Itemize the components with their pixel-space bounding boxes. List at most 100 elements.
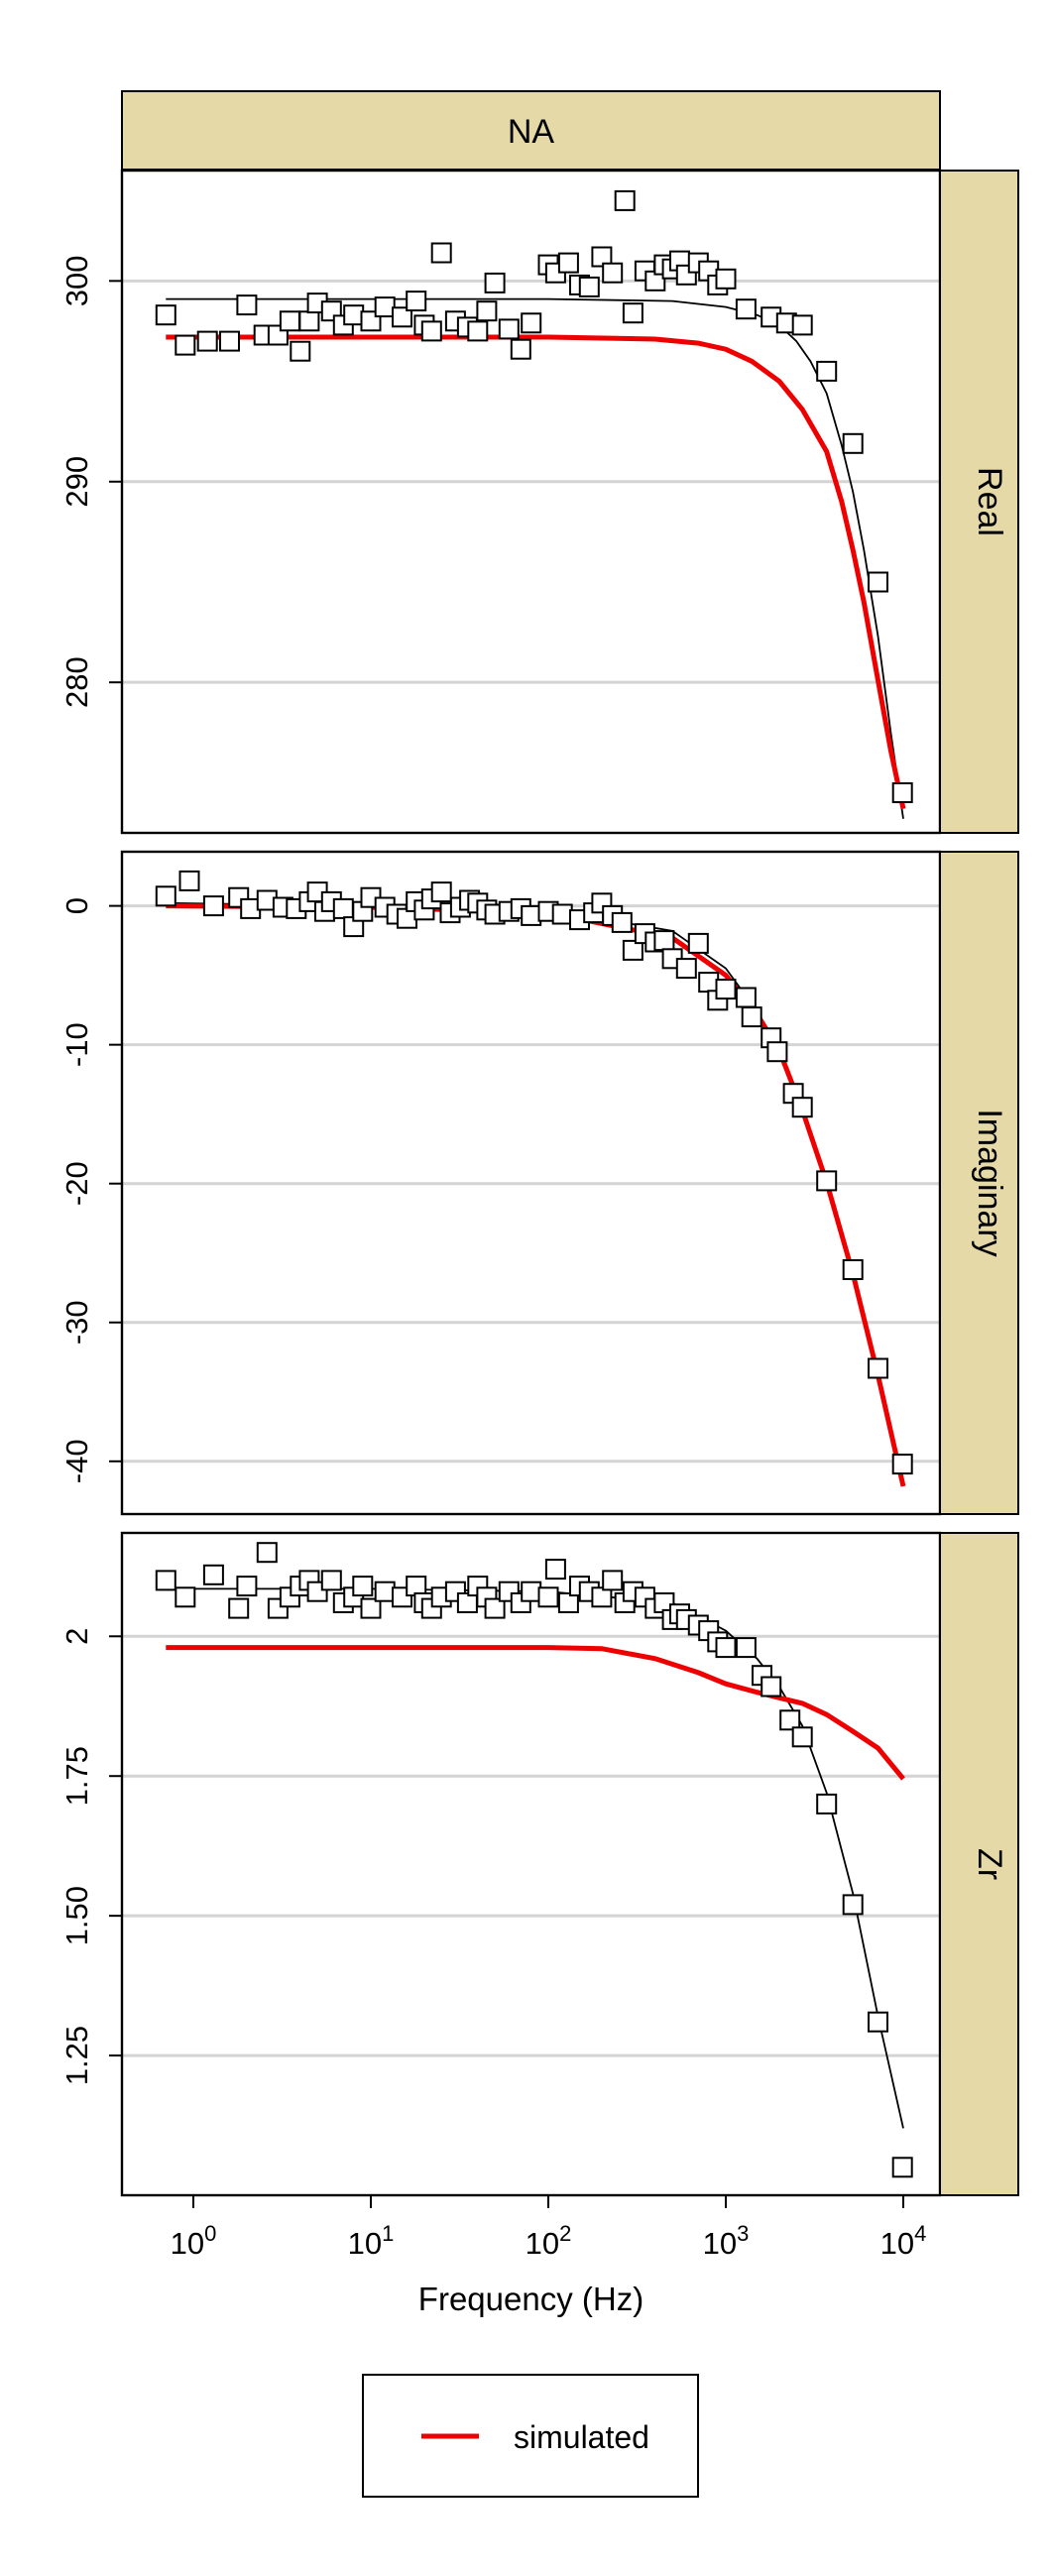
observed-point	[298, 310, 320, 332]
observed-point	[602, 1570, 624, 1591]
legend: simulated	[362, 2374, 699, 2498]
x-tick-label: 100	[171, 2221, 217, 2261]
observed-point	[816, 1793, 838, 1815]
observed-point	[557, 1592, 579, 1613]
y-tick-label: 1.25	[59, 2026, 94, 2085]
observed-point	[202, 1564, 224, 1585]
observed-point	[290, 340, 311, 362]
y-tick-label: 0	[59, 897, 94, 914]
panel-real: 280 290 300 Real	[59, 169, 1019, 835]
observed-point	[868, 1357, 888, 1379]
observed-point	[891, 2157, 913, 2178]
observed-point	[687, 932, 709, 954]
observed-point	[816, 360, 838, 382]
simulated-line	[166, 334, 906, 810]
y-tick-label: -20	[59, 1161, 94, 1206]
observed-point	[715, 268, 737, 290]
y-tick-label: 300	[59, 255, 94, 306]
simulated-line	[166, 1645, 905, 1781]
x-tick-label: 104	[880, 2221, 927, 2261]
observed-point	[715, 1637, 737, 1659]
observed-point	[622, 939, 644, 961]
panel-zr: 1.25 1.50 1.75 2 Zr	[59, 1531, 1019, 2197]
observed-point	[521, 904, 542, 926]
x-axis-label: Frequency (Hz)	[418, 2281, 644, 2317]
strip-title: NA	[508, 113, 555, 151]
y-axis: 0 -10 -20 -30 -40	[59, 897, 122, 1483]
observed-point	[715, 979, 737, 1000]
observed-point	[476, 300, 498, 322]
observed-point	[406, 291, 427, 312]
observed-point	[891, 1454, 913, 1475]
strip-top	[121, 90, 941, 171]
legend-box	[362, 2374, 699, 2498]
observed-point	[521, 312, 542, 334]
observed-point	[279, 310, 300, 332]
observed-point	[591, 246, 613, 268]
observed-point	[228, 1597, 250, 1619]
legend-label-simulated: simulated	[514, 2419, 649, 2455]
observed-point	[178, 870, 200, 891]
observed-point	[374, 1581, 396, 1602]
observed-point	[484, 1597, 506, 1619]
observed-point	[842, 1259, 864, 1280]
y-tick-label: 290	[59, 456, 94, 508]
observed-point	[766, 1041, 788, 1063]
observed-point	[420, 320, 442, 342]
observed-point	[467, 320, 489, 342]
series	[166, 297, 906, 819]
x-tick-label: 102	[526, 2221, 572, 2261]
x-tick-label: 103	[703, 2221, 750, 2261]
observed-point	[791, 1726, 813, 1748]
observed-point	[155, 304, 176, 326]
observed-point	[175, 334, 196, 356]
observed-points	[155, 1542, 913, 2178]
y-tick-label: -30	[59, 1300, 94, 1345]
observed-point	[735, 987, 757, 1008]
observed-point	[332, 897, 354, 919]
observed-point	[521, 1581, 542, 1602]
observed-point	[891, 782, 913, 803]
observed-point	[256, 1542, 278, 1564]
observed-point	[675, 958, 697, 980]
observed-point	[760, 1676, 782, 1698]
observed-point	[735, 1637, 757, 1659]
y-tick-label: 280	[59, 656, 94, 708]
panel-label: Imaginary	[971, 1109, 1008, 1256]
gridlines	[122, 1634, 940, 2057]
observed-point	[236, 1576, 258, 1597]
y-tick-label: 1.50	[59, 1886, 94, 1945]
observed-point	[430, 881, 452, 903]
observed-point	[614, 189, 636, 211]
observed-point	[219, 330, 240, 352]
observed-point	[791, 1097, 813, 1118]
observed-point	[842, 432, 864, 454]
observed-point	[544, 1559, 566, 1581]
observed-point	[320, 1570, 342, 1591]
observed-point	[791, 314, 813, 336]
y-axis: 1.25 1.50 1.75 2	[59, 1628, 122, 2085]
observed-point	[842, 1894, 864, 1916]
observed-point	[374, 296, 396, 318]
observed-point	[622, 302, 644, 324]
y-tick-label: 1.75	[59, 1746, 94, 1806]
observed-point	[868, 571, 888, 593]
observed-point	[202, 895, 224, 917]
observed-point	[698, 972, 720, 994]
observed-point	[236, 294, 258, 316]
observed-point	[602, 262, 624, 284]
strip-right	[939, 1532, 1019, 2196]
observed-points	[155, 189, 913, 803]
observed-point	[498, 318, 520, 340]
observed-point	[591, 1586, 613, 1608]
observed-point	[537, 1586, 559, 1608]
observed-points	[155, 870, 913, 1475]
observed-point	[868, 2011, 888, 2033]
panel-imaginary: 0 -10 -20 -30 -40 Imaginary	[59, 850, 1019, 1516]
observed-point	[430, 242, 452, 264]
observed-point	[392, 306, 412, 328]
observed-point	[816, 1170, 838, 1192]
gridlines	[122, 279, 940, 684]
